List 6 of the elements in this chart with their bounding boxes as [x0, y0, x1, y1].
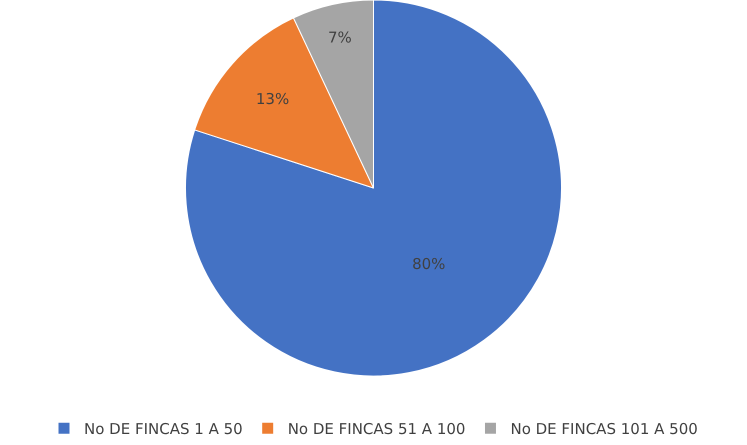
legend-label: No DE FINCAS 1 A 50: [84, 420, 243, 438]
legend-label: No DE FINCAS 101 A 500: [510, 420, 698, 438]
data-label: 80%: [412, 255, 446, 274]
legend-label: No DE FINCAS 51 A 100: [288, 420, 466, 438]
data-label: 13%: [256, 90, 290, 108]
data-label: 7%: [328, 28, 352, 46]
